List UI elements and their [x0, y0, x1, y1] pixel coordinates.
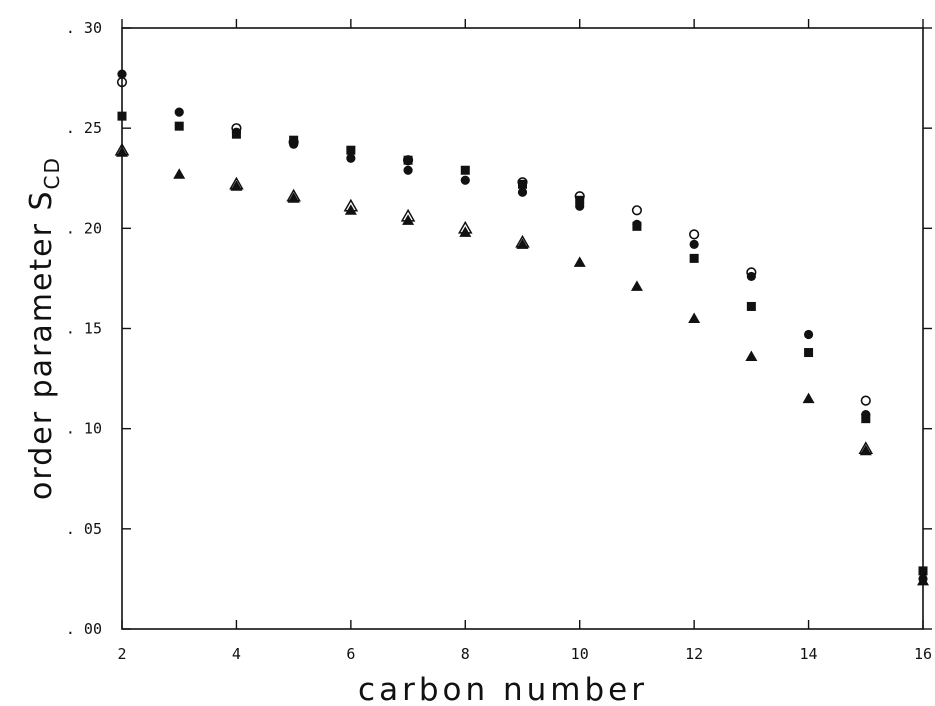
- y-axis-title-subscript: CD: [40, 156, 64, 189]
- data-point: [804, 348, 814, 358]
- data-point: [344, 204, 357, 215]
- data-point: [746, 301, 756, 311]
- data-point: [174, 121, 184, 131]
- data-point: [287, 192, 300, 203]
- data-point: [861, 414, 871, 424]
- x-tick-label: 16: [914, 645, 932, 663]
- data-point: [860, 395, 871, 406]
- data-point: [346, 153, 356, 163]
- y-tick-label: . 30: [66, 19, 102, 37]
- y-axis-ticks: . 00 . 05 . 10 . 15 . 20 . 25 . 30: [66, 19, 932, 638]
- series-open-circle: [116, 76, 871, 406]
- x-tick-label: 12: [685, 645, 703, 663]
- x-axis-title: carbon number: [358, 672, 648, 706]
- data-point: [630, 280, 643, 291]
- data-point: [517, 187, 528, 197]
- data-point: [689, 253, 699, 263]
- x-tick-label: 6: [346, 645, 355, 663]
- data-point: [746, 271, 756, 282]
- plot-frame: [121, 27, 924, 630]
- y-axis-title-main: order parameter S: [24, 189, 59, 500]
- y-tick-label: . 15: [66, 320, 102, 338]
- data-point: [631, 205, 643, 216]
- x-tick-label: 8: [461, 645, 470, 663]
- data-point: [745, 350, 758, 362]
- data-point: [516, 238, 529, 249]
- data-point: [859, 444, 872, 456]
- x-tick-label: 10: [571, 645, 589, 663]
- data-point: [689, 229, 700, 240]
- data-point: [117, 69, 127, 79]
- data-point: [231, 129, 241, 139]
- y-tick-label: . 25: [66, 119, 102, 137]
- x-tick-label: 14: [800, 645, 818, 663]
- data-point: [689, 239, 699, 249]
- y-axis-title: order parameter SCD: [24, 156, 64, 500]
- y-tick-label: . 20: [66, 219, 102, 237]
- data-point: [230, 180, 243, 191]
- x-tick-label: 4: [232, 645, 241, 663]
- series-filled-square: [117, 111, 928, 576]
- data-point: [402, 214, 415, 225]
- data-point: [688, 312, 701, 323]
- data-point: [575, 195, 585, 205]
- x-tick-label: 2: [117, 645, 126, 663]
- data-point: [346, 145, 356, 155]
- data-point: [173, 168, 186, 179]
- data-point: [632, 221, 642, 231]
- series-filled-triangle: [116, 146, 929, 586]
- data-point: [803, 329, 814, 340]
- y-tick-label: . 05: [66, 520, 102, 538]
- data-point: [174, 107, 184, 117]
- series-filled-circle: [117, 69, 928, 584]
- data-point: [116, 146, 128, 157]
- x-axis-ticks: 2 4 6 8 10 12 14 16: [117, 19, 932, 663]
- data-point: [573, 256, 586, 267]
- data-points: [114, 69, 929, 586]
- data-point: [518, 179, 527, 189]
- data-point: [460, 165, 470, 175]
- data-point: [117, 111, 127, 121]
- data-point: [917, 574, 929, 586]
- data-point: [802, 392, 815, 404]
- data-point: [403, 165, 413, 175]
- y-tick-label: . 10: [66, 420, 102, 438]
- data-point: [918, 566, 928, 576]
- series-open-triangle: [114, 142, 874, 454]
- y-tick-label: . 00: [66, 620, 102, 638]
- data-point: [289, 135, 299, 145]
- data-point: [460, 175, 470, 185]
- data-point: [403, 155, 413, 165]
- data-point: [459, 226, 472, 237]
